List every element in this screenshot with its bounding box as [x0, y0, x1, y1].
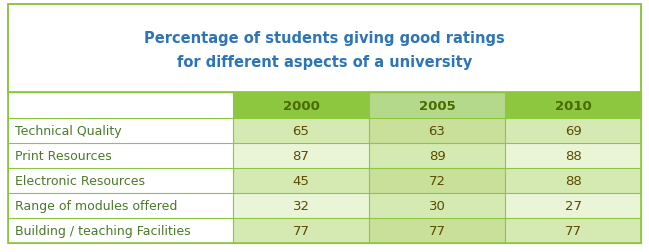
Bar	[369, 218, 505, 243]
Bar	[8, 218, 233, 243]
Text: 77: 77	[428, 224, 445, 237]
Text: 88: 88	[565, 149, 582, 162]
Text: Range of modules offered: Range of modules offered	[15, 199, 177, 212]
Bar	[233, 193, 369, 218]
Text: 2005: 2005	[419, 99, 456, 112]
Bar	[505, 218, 641, 243]
Bar	[233, 168, 369, 193]
Bar	[8, 143, 233, 168]
Text: 88: 88	[565, 174, 582, 187]
FancyBboxPatch shape	[8, 5, 641, 93]
Bar	[505, 93, 641, 118]
Bar	[8, 193, 233, 218]
Text: 45: 45	[293, 174, 310, 187]
Bar	[369, 118, 505, 143]
Text: 2000: 2000	[282, 99, 319, 112]
Bar	[233, 218, 369, 243]
Bar	[505, 143, 641, 168]
Text: 89: 89	[428, 149, 445, 162]
Text: 30: 30	[428, 199, 445, 212]
Bar	[369, 143, 505, 168]
Bar	[233, 118, 369, 143]
Bar	[8, 168, 233, 193]
Bar	[233, 93, 369, 118]
Text: for different aspects of a university: for different aspects of a university	[177, 54, 472, 69]
Text: Percentage of students giving good ratings: Percentage of students giving good ratin…	[144, 31, 505, 46]
Bar	[505, 168, 641, 193]
Text: Electronic Resources: Electronic Resources	[15, 174, 145, 187]
Text: 65: 65	[293, 124, 310, 137]
Text: Building / teaching Facilities: Building / teaching Facilities	[15, 224, 191, 237]
Bar	[369, 193, 505, 218]
Text: 63: 63	[428, 124, 445, 137]
Text: 27: 27	[565, 199, 582, 212]
Bar	[369, 93, 505, 118]
Text: 32: 32	[293, 199, 310, 212]
Text: Technical Quality: Technical Quality	[15, 124, 121, 137]
Text: 72: 72	[428, 174, 445, 187]
Bar	[8, 93, 233, 118]
Text: 77: 77	[565, 224, 582, 237]
Bar	[233, 143, 369, 168]
Text: Print Resources: Print Resources	[15, 149, 112, 162]
Text: 2010: 2010	[555, 99, 591, 112]
Text: 87: 87	[293, 149, 310, 162]
Bar	[505, 118, 641, 143]
Bar	[505, 193, 641, 218]
Text: 69: 69	[565, 124, 582, 137]
Bar	[8, 118, 233, 143]
Bar	[369, 168, 505, 193]
Text: 77: 77	[293, 224, 310, 237]
